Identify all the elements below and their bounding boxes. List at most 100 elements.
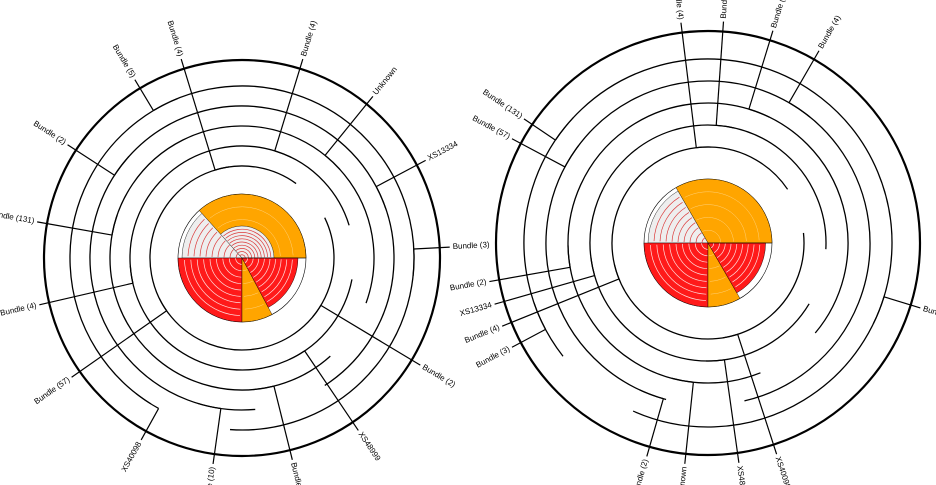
leaf-spoke	[274, 58, 304, 152]
cluster-arc	[689, 227, 699, 243]
cluster-arc	[190, 259, 241, 310]
cluster-arc	[732, 244, 755, 283]
leaf-label: Unknown	[676, 466, 688, 485]
leaf-label: Bundle (4)	[816, 13, 842, 50]
core-cluster-pie	[643, 178, 773, 308]
leaf-label: Bundle (2)	[631, 458, 650, 485]
cluster-arc	[261, 259, 282, 293]
cluster-arc	[199, 227, 214, 257]
leaf-spoke	[212, 408, 222, 465]
leaf-hook	[788, 102, 811, 118]
cluster-arc	[720, 243, 732, 263]
leaf-label: Bundle (3)	[452, 240, 490, 251]
cluster-arc	[677, 217, 693, 242]
cluster-arc	[229, 238, 262, 258]
cluster-arc	[187, 218, 205, 257]
leaf-label: Bundle (10)	[769, 0, 790, 29]
cluster-arc	[656, 244, 707, 295]
leaf-hook	[375, 186, 387, 209]
leaf-spoke	[67, 144, 115, 176]
cluster-arc	[701, 243, 708, 250]
leaf-hook	[412, 248, 415, 277]
cluster-arc	[665, 207, 686, 242]
leaf-spoke	[523, 118, 556, 141]
cluster-arc	[217, 240, 226, 258]
cluster-arc	[205, 231, 218, 257]
leaf-hook	[197, 402, 221, 410]
leaf-label: XS48999	[735, 465, 749, 485]
leaf-label: Bundle (4)	[0, 301, 38, 318]
leaf-label: Bundle (2)	[449, 277, 487, 292]
cluster-arc	[237, 251, 249, 258]
leaf-spoke	[375, 159, 426, 188]
cluster-arc	[225, 232, 268, 258]
leaf-label: Bundle (5)	[111, 43, 138, 80]
cluster-sector	[177, 257, 243, 323]
cluster-arc	[659, 201, 683, 242]
leaf-label: Bundle (5)	[922, 304, 936, 323]
cluster-arc	[735, 244, 761, 288]
leaf-hook	[716, 124, 735, 129]
leaf-spoke	[788, 50, 820, 104]
leaf-label: Bundle (131)	[0, 209, 35, 226]
cluster-arc	[227, 235, 265, 258]
cluster-arc	[258, 259, 276, 288]
routing-ring	[89, 105, 395, 411]
cluster-arc	[216, 258, 242, 284]
cluster-arc	[694, 243, 708, 257]
leaf-spoke	[684, 382, 694, 464]
cluster-arc	[650, 244, 707, 301]
leaf-label: XS13334	[426, 139, 460, 163]
cluster-arc	[683, 222, 696, 243]
cluster-arc	[235, 258, 242, 265]
cluster-sector	[241, 257, 299, 308]
cluster-arc	[203, 259, 241, 297]
cluster-arc	[253, 258, 265, 278]
cluster-arc	[264, 259, 288, 298]
cluster-arc	[688, 243, 708, 263]
leaf-spoke	[646, 398, 664, 457]
routing-ring	[69, 85, 415, 431]
leaf-label: Bundle (2)	[421, 362, 458, 389]
leaf-hook	[135, 393, 159, 409]
leaf-hook	[613, 264, 620, 280]
cluster-sector	[198, 193, 307, 259]
leaf-hook	[705, 359, 725, 362]
leaf-hook	[324, 154, 341, 171]
leaf-label: XS13334	[459, 300, 494, 318]
cluster-arc	[229, 249, 234, 258]
cluster-arc	[193, 223, 209, 257]
core-cluster-pie	[177, 193, 307, 323]
routing-ring	[523, 58, 893, 428]
cluster-arc	[696, 217, 734, 242]
cluster-arc	[684, 191, 760, 241]
leaf-label: Bundle (4)	[463, 323, 501, 345]
cluster-arc	[243, 292, 259, 297]
cluster-arc	[235, 253, 239, 258]
cluster-arc	[255, 258, 271, 283]
cluster-arc	[233, 244, 256, 258]
leaf-hook	[289, 350, 305, 361]
cluster-arc	[243, 280, 253, 284]
leaf-label: Bundle (2)	[289, 462, 307, 485]
outer-boundary-circle	[494, 29, 922, 457]
cluster-sector	[675, 178, 773, 244]
leaf-label: Unknown	[371, 65, 399, 97]
leaf-spoke	[501, 278, 620, 327]
leaf-spoke	[39, 282, 134, 306]
cluster-arc	[239, 254, 246, 258]
cluster-arc	[682, 243, 708, 269]
leaf-label: Bundle (2)	[32, 119, 68, 147]
leaf-spoke	[494, 274, 595, 305]
leaf-spoke	[413, 246, 450, 250]
leaf-spoke	[134, 79, 154, 111]
leaf-label: XS48999	[357, 430, 383, 463]
leaf-spoke	[324, 95, 374, 156]
right-circular-diagram: Bundle (4) Bundle (2) Bundle (10) Bundle (4…	[449, 0, 936, 485]
leaf-spoke	[737, 334, 778, 455]
cluster-arc	[196, 259, 241, 304]
cluster-arc	[708, 254, 714, 257]
leaf-label: Bundle (2)	[719, 0, 731, 19]
leaf-spoke	[273, 385, 293, 460]
leaf-spoke	[320, 304, 421, 366]
